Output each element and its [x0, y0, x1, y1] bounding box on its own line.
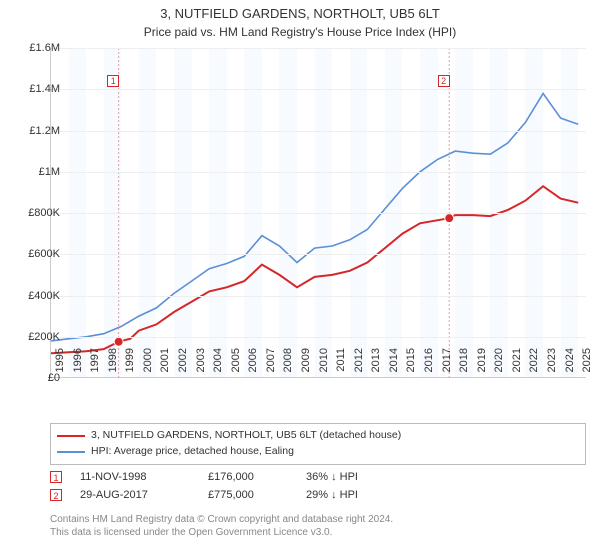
- x-axis-label: 2009: [300, 348, 312, 382]
- y-axis-label: £1.6M: [20, 42, 60, 54]
- x-axis-label: 2022: [528, 348, 540, 382]
- x-axis-label: 2023: [546, 348, 558, 382]
- datapoint-date: 29-AUG-2017: [80, 489, 190, 501]
- y-axis-label: £800K: [20, 207, 60, 219]
- y-axis-label: £600K: [20, 248, 60, 260]
- datapoint-delta: 29% ↓ HPI: [306, 489, 406, 501]
- x-axis-label: 2016: [423, 348, 435, 382]
- x-axis-label: 2004: [212, 348, 224, 382]
- x-axis-label: 2008: [282, 348, 294, 382]
- x-axis-label: 2019: [476, 348, 488, 382]
- y-axis-label: £1M: [20, 166, 60, 178]
- x-axis-label: 2011: [335, 348, 347, 382]
- x-axis-label: 2018: [458, 348, 470, 382]
- x-axis-label: 2014: [388, 348, 400, 382]
- datapoint-index: 1: [50, 471, 62, 483]
- x-axis-label: 2017: [441, 348, 453, 382]
- datapoint-price: £775,000: [208, 489, 288, 501]
- y-axis-label: £200K: [20, 331, 60, 343]
- x-axis-label: 2021: [511, 348, 523, 382]
- legend-label: HPI: Average price, detached house, Eali…: [91, 444, 294, 460]
- series-line: [51, 186, 578, 353]
- x-axis-label: 1995: [54, 348, 66, 382]
- legend-item: 3, NUTFIELD GARDENS, NORTHOLT, UB5 6LT (…: [57, 428, 579, 444]
- x-axis-label: 1998: [107, 348, 119, 382]
- datapoint-index: 2: [50, 489, 62, 501]
- x-axis-label: 2007: [265, 348, 277, 382]
- legend-swatch: [57, 435, 85, 437]
- datapoint-row: 1 11-NOV-1998 £176,000 36% ↓ HPI: [50, 468, 586, 486]
- y-axis-label: £1.2M: [20, 125, 60, 137]
- x-axis-label: 1997: [89, 348, 101, 382]
- x-axis-label: 1996: [72, 348, 84, 382]
- chart-title: 3, NUTFIELD GARDENS, NORTHOLT, UB5 6LT: [0, 0, 600, 23]
- legend: 3, NUTFIELD GARDENS, NORTHOLT, UB5 6LT (…: [50, 423, 586, 465]
- x-axis-label: 2010: [318, 348, 330, 382]
- y-axis-label: £1.4M: [20, 83, 60, 95]
- x-axis-label: 2012: [353, 348, 365, 382]
- x-axis-label: 2013: [370, 348, 382, 382]
- x-axis-label: 2015: [405, 348, 417, 382]
- datapoint-date: 11-NOV-1998: [80, 471, 190, 483]
- marker-index-box: 2: [438, 75, 450, 87]
- plot-area: [50, 48, 586, 378]
- y-axis-label: £400K: [20, 290, 60, 302]
- copyright-line-1: Contains HM Land Registry data © Crown c…: [50, 513, 586, 526]
- chart-container: 3, NUTFIELD GARDENS, NORTHOLT, UB5 6LT P…: [0, 0, 600, 560]
- legend-item: HPI: Average price, detached house, Eali…: [57, 444, 579, 460]
- x-axis-label: 2005: [230, 348, 242, 382]
- marker-index-box: 1: [107, 75, 119, 87]
- datapoint-price: £176,000: [208, 471, 288, 483]
- x-axis-label: 2000: [142, 348, 154, 382]
- datapoint-row: 2 29-AUG-2017 £775,000 29% ↓ HPI: [50, 486, 586, 504]
- datapoints-table: 1 11-NOV-1998 £176,000 36% ↓ HPI 2 29-AUG-201…: [50, 468, 586, 504]
- copyright: Contains HM Land Registry data © Crown c…: [50, 513, 586, 539]
- datapoint-delta: 36% ↓ HPI: [306, 471, 406, 483]
- x-axis-label: 2025: [581, 348, 593, 382]
- x-axis-label: 2020: [493, 348, 505, 382]
- x-axis-label: 2003: [195, 348, 207, 382]
- legend-label: 3, NUTFIELD GARDENS, NORTHOLT, UB5 6LT (…: [91, 428, 401, 444]
- x-axis-label: 2024: [564, 348, 576, 382]
- x-axis-label: 2006: [247, 348, 259, 382]
- legend-swatch: [57, 451, 85, 453]
- x-axis-label: 1999: [124, 348, 136, 382]
- chart-subtitle: Price paid vs. HM Land Registry's House …: [0, 23, 600, 39]
- copyright-line-2: This data is licensed under the Open Gov…: [50, 526, 586, 539]
- x-axis-label: 2001: [159, 348, 171, 382]
- x-axis-label: 2002: [177, 348, 189, 382]
